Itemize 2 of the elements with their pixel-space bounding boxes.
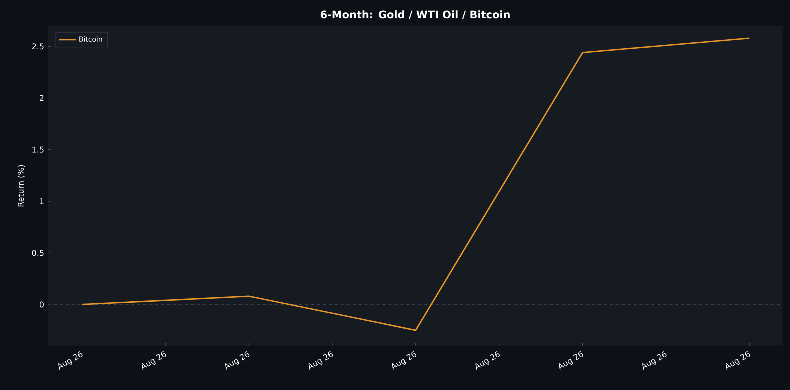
line-series (82, 38, 750, 332)
chart-title: 6-Month: Gold / WTI Oil / Bitcoin (320, 10, 510, 20)
